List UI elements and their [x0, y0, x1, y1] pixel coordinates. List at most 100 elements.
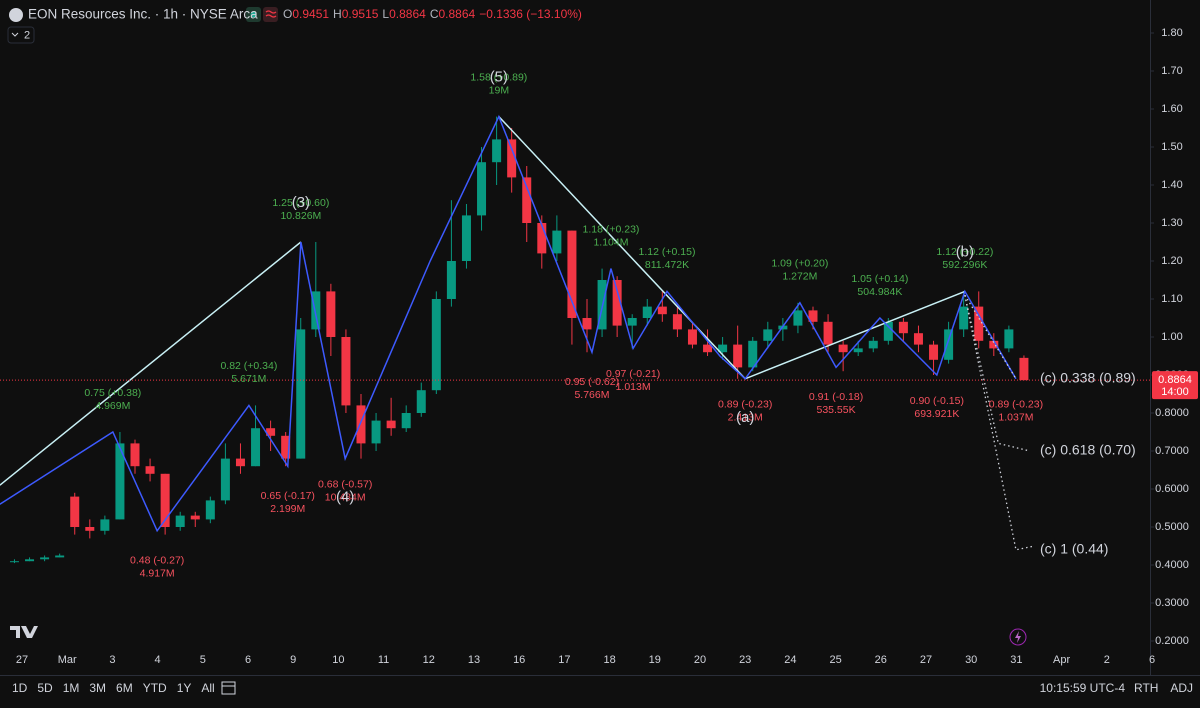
- candle-body: [55, 555, 65, 558]
- pivot-label: 0.91 (-0.18): [809, 391, 863, 403]
- candle-body: [718, 344, 728, 353]
- adjust-button[interactable]: ADJ: [1170, 681, 1193, 695]
- pivot-label: 1.12 (+0.22): [936, 246, 993, 258]
- ohlc: O0.9451 H0.9515 L0.8864 C0.8864 −0.1336 (−13…: [283, 7, 582, 21]
- y-tick-label: 1.30: [1161, 217, 1182, 229]
- candle-body: [175, 515, 185, 527]
- candle-body: [567, 230, 577, 318]
- candle-body: [235, 458, 245, 467]
- countdown-label: 14:00: [1161, 386, 1189, 398]
- pivot-label: 1.272M: [782, 271, 817, 283]
- candle-body: [115, 443, 125, 520]
- delay-icon: [265, 10, 277, 18]
- y-tick-label: 1.10: [1161, 293, 1182, 305]
- pivot-label: 1.037M: [998, 412, 1033, 424]
- y-tick-label: 0.4000: [1155, 559, 1189, 571]
- candle-body: [763, 329, 773, 341]
- projection-line: [964, 294, 1017, 380]
- pivot-label: 1.18 (+0.23): [582, 223, 639, 235]
- ohlc-label: C: [430, 7, 439, 21]
- pivot-label: 0.65 (-0.17): [261, 490, 315, 502]
- candle-body: [853, 348, 863, 353]
- x-tick-label: 23: [739, 654, 751, 666]
- candle-body: [627, 318, 637, 326]
- x-tick-label: 6: [245, 654, 251, 666]
- collapse-icon[interactable]: [11, 32, 19, 37]
- range-button[interactable]: 5D: [37, 681, 53, 695]
- range-button[interactable]: 3M: [89, 681, 106, 695]
- pivot-label: 4.917M: [140, 567, 175, 579]
- last-price-badge: [1152, 371, 1198, 400]
- projection-label: (c) 0.618 (0.70): [1040, 442, 1136, 458]
- wave-label: (a): [736, 409, 754, 426]
- y-tick-label: 1.00: [1161, 331, 1182, 343]
- y-tick-label: 0.8000: [1155, 407, 1189, 419]
- range-button[interactable]: 1D: [12, 681, 28, 695]
- pivot-label: 0.68 (-0.57): [318, 478, 372, 490]
- candle-body: [326, 291, 336, 337]
- y-tick-label: 1.70: [1161, 65, 1182, 77]
- y-tick-label: 0.7000: [1155, 445, 1189, 457]
- session-button[interactable]: RTH: [1134, 681, 1158, 695]
- y-tick-label: 1.60: [1161, 103, 1182, 115]
- candle-body: [492, 139, 502, 163]
- candle-body: [507, 139, 517, 178]
- pivot-label: 4.969M: [95, 400, 130, 412]
- x-tick-label: 6: [1149, 654, 1155, 666]
- candle-body: [989, 340, 999, 349]
- range-button[interactable]: YTD: [143, 681, 167, 695]
- candle-body: [552, 230, 562, 254]
- pivot-label: 10.826M: [280, 210, 321, 222]
- trend-line: [0, 241, 302, 486]
- x-tick-label: 18: [603, 654, 615, 666]
- candle-body: [266, 428, 276, 436]
- range-button[interactable]: All: [201, 681, 214, 695]
- y-tick-label: 1.50: [1161, 141, 1182, 153]
- range-button[interactable]: 1M: [63, 681, 80, 695]
- ohlc-value: 0.9451: [292, 7, 329, 21]
- candle-body: [190, 515, 200, 520]
- x-tick-label: 19: [649, 654, 661, 666]
- projection-label: (c) 0.338 (0.89): [1040, 370, 1136, 386]
- alert-icon[interactable]: [1015, 631, 1021, 643]
- pivot-label: 0.95 (-0.62): [565, 376, 619, 388]
- x-tick-label: 17: [558, 654, 570, 666]
- x-tick-label: 16: [513, 654, 525, 666]
- calendar-button[interactable]: [221, 681, 236, 695]
- pivot-label: 0.89 (-0.23): [989, 399, 1043, 411]
- range-button[interactable]: 1Y: [177, 681, 192, 695]
- range-button[interactable]: 6M: [116, 681, 133, 695]
- x-tick-label: 13: [468, 654, 480, 666]
- candle-body: [25, 559, 35, 562]
- pivot-label: 535.55K: [816, 404, 855, 416]
- ohlc-value: 0.8864: [389, 7, 426, 21]
- pivot-label: 5.671M: [231, 373, 266, 385]
- candle-body: [70, 496, 80, 527]
- alert-button[interactable]: [1009, 628, 1027, 646]
- change: −0.1336 (−13.10%): [479, 7, 582, 21]
- x-tick-label: 27: [16, 654, 28, 666]
- candle-body: [9, 561, 19, 563]
- pivot-label: 693.921K: [914, 408, 959, 420]
- x-tick-label: 24: [784, 654, 796, 666]
- indicator-badge[interactable]: [7, 26, 35, 44]
- candle-body: [1019, 357, 1029, 381]
- y-tick-label: 0.3000: [1155, 597, 1189, 609]
- tv-logo: [10, 626, 38, 638]
- candle-body: [281, 435, 291, 459]
- ohlc-label: H: [333, 7, 342, 21]
- ohlc-label: L: [382, 7, 389, 21]
- candle-body: [461, 215, 471, 261]
- candle-body: [100, 519, 110, 531]
- calendar-icon[interactable]: [221, 681, 236, 695]
- candle-body: [883, 321, 893, 341]
- candle-body: [733, 344, 743, 368]
- candle-body: [642, 306, 652, 318]
- candle-body: [838, 344, 848, 353]
- pivot-label: 1.013M: [616, 381, 651, 393]
- candle-body: [251, 428, 261, 467]
- ohlc-value: 0.9515: [342, 7, 379, 21]
- candle-body: [793, 310, 803, 326]
- candle-body: [929, 344, 939, 360]
- candle-body: [522, 177, 532, 223]
